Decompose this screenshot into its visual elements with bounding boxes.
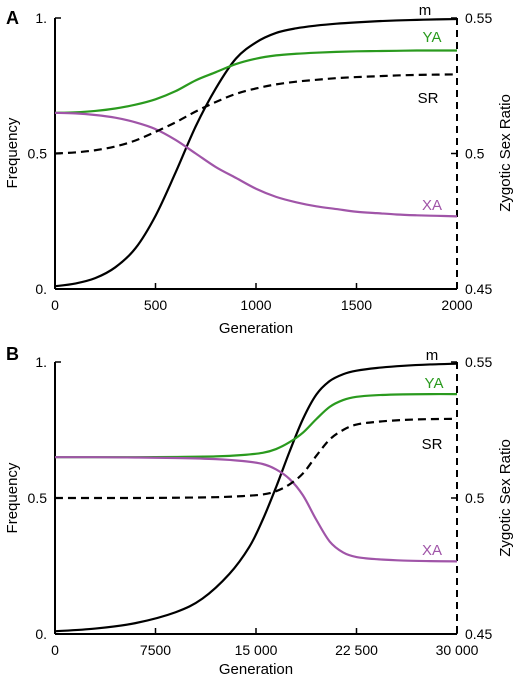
- y2-axis-title: Zygotic Sex Ratio: [497, 94, 514, 212]
- x-ticks: 0 7500 15 000 22 500 30 000: [51, 628, 479, 658]
- series-line-sr: [54, 73, 458, 155]
- y-tick-label: 0.5: [28, 490, 48, 506]
- series-line-ya: [54, 49, 457, 114]
- x-ticks: 0 500 1000 1500 2000: [51, 283, 473, 313]
- x-tick-label: 1000: [240, 297, 271, 313]
- y-axis-title: Frequency: [4, 117, 21, 188]
- x-tick-label: 0: [51, 642, 59, 658]
- x-tick-label: 500: [144, 297, 168, 313]
- y2-tick-label: 0.55: [465, 354, 492, 370]
- panel-label-b: B: [6, 344, 19, 364]
- series-line-xa: [54, 456, 458, 563]
- x-tick-label: 7500: [140, 642, 171, 658]
- y-tick-label: 1.: [35, 10, 47, 26]
- y2-tick-label: 0.5: [465, 146, 485, 162]
- x-tick-label: 2000: [441, 297, 472, 313]
- series-label-sr: SR: [418, 90, 439, 107]
- series-label-xa: XA: [422, 542, 442, 559]
- y-tick-label: 0.5: [28, 146, 48, 162]
- x-tick-label: 22 500: [335, 642, 378, 658]
- series-label-m: m: [419, 2, 432, 19]
- series-line-sr: [55, 417, 458, 500]
- y2-tick-label: 0.55: [465, 10, 492, 26]
- y2-tick-label: 0.45: [465, 626, 492, 642]
- panel-label-a: A: [6, 8, 19, 28]
- y2-axis-title: Zygotic Sex Ratio: [497, 439, 514, 557]
- x-axis-title: Generation: [219, 320, 293, 337]
- series-line-ya: [54, 392, 458, 459]
- y2-tick-label: 0.5: [465, 490, 485, 506]
- y2-ticks: 0.45 0.5 0.55: [451, 354, 492, 642]
- y-axis-title: Frequency: [4, 462, 21, 533]
- series-label-xa: XA: [422, 197, 442, 214]
- y-tick-label: 0.: [35, 281, 47, 297]
- x-tick-label: 30 000: [436, 642, 479, 658]
- x-axis-title: Generation: [219, 661, 293, 678]
- series-label-sr: SR: [422, 436, 443, 453]
- x-tick-label: 0: [51, 297, 59, 313]
- x-tick-label: 1500: [341, 297, 372, 313]
- panel-b: B 0 7500 15 000 22 500 30 000 0.0.51. 0.450.…: [4, 344, 514, 678]
- y2-tick-label: 0.45: [465, 281, 492, 297]
- panel-a: A 0 500 1000 1500 2000 0. 0.5 1. 0.45 0.5 0.55 G…: [4, 2, 514, 337]
- series-line-xa: [54, 111, 458, 218]
- y-tick-label: 0.: [35, 626, 47, 642]
- series-lines: [54, 362, 458, 633]
- y2-ticks: 0.45 0.5 0.55: [451, 10, 492, 297]
- series-line-m: [54, 17, 458, 288]
- series-label-m: m: [426, 347, 439, 364]
- x-tick-label: 15 000: [235, 642, 278, 658]
- y-tick-label: 1.: [35, 354, 47, 370]
- series-label-ya: YA: [425, 375, 444, 392]
- series-line-m: [54, 362, 458, 633]
- series-label-ya: YA: [423, 29, 442, 46]
- series-lines: [54, 17, 458, 288]
